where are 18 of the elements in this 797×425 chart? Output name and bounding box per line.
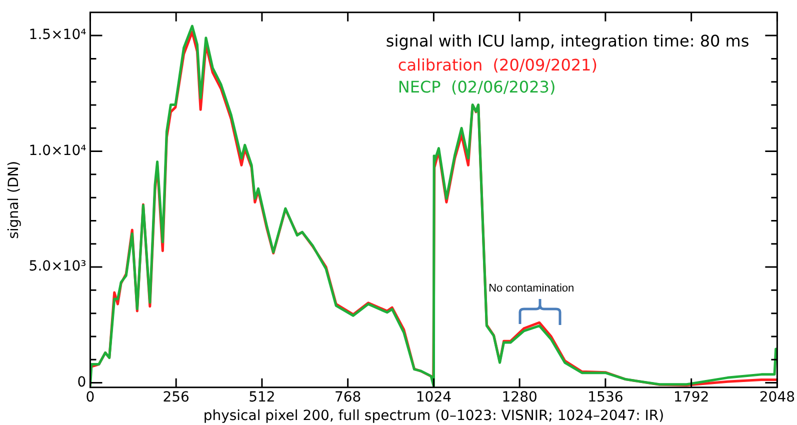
y-tick-label: 0 (77, 374, 86, 390)
annotation: No contamination (488, 282, 574, 294)
y-tick-label: 5.0×10³ (28, 258, 86, 275)
x-tick-label: 256 (162, 389, 190, 406)
x-axis-title: physical pixel 200, full spectrum (0–1023: VISNIR; 1024–2047: IR) (203, 408, 664, 424)
x-tick-label: 512 (248, 389, 276, 406)
x-tick-label: 1024 (416, 389, 452, 406)
y-axis-title: signal (DN) (6, 160, 22, 239)
legend-title: signal with ICU lamp, integration time: 80 ms (386, 32, 750, 51)
text: calibration (20/09/2021) (398, 56, 598, 75)
x-tick-label: 1792 (673, 389, 710, 406)
x-tick-label: 2048 (759, 389, 796, 406)
x-tick-label: 768 (334, 389, 362, 406)
series-label: NECP (02/06/2023) (398, 78, 556, 97)
x-tick-label: 1536 (588, 389, 624, 406)
x-tick-label: 1280 (502, 389, 538, 406)
y-tick-label: 1.5×10⁴ (28, 27, 87, 44)
y-tick-label: 1.0×10⁴ (28, 142, 87, 159)
